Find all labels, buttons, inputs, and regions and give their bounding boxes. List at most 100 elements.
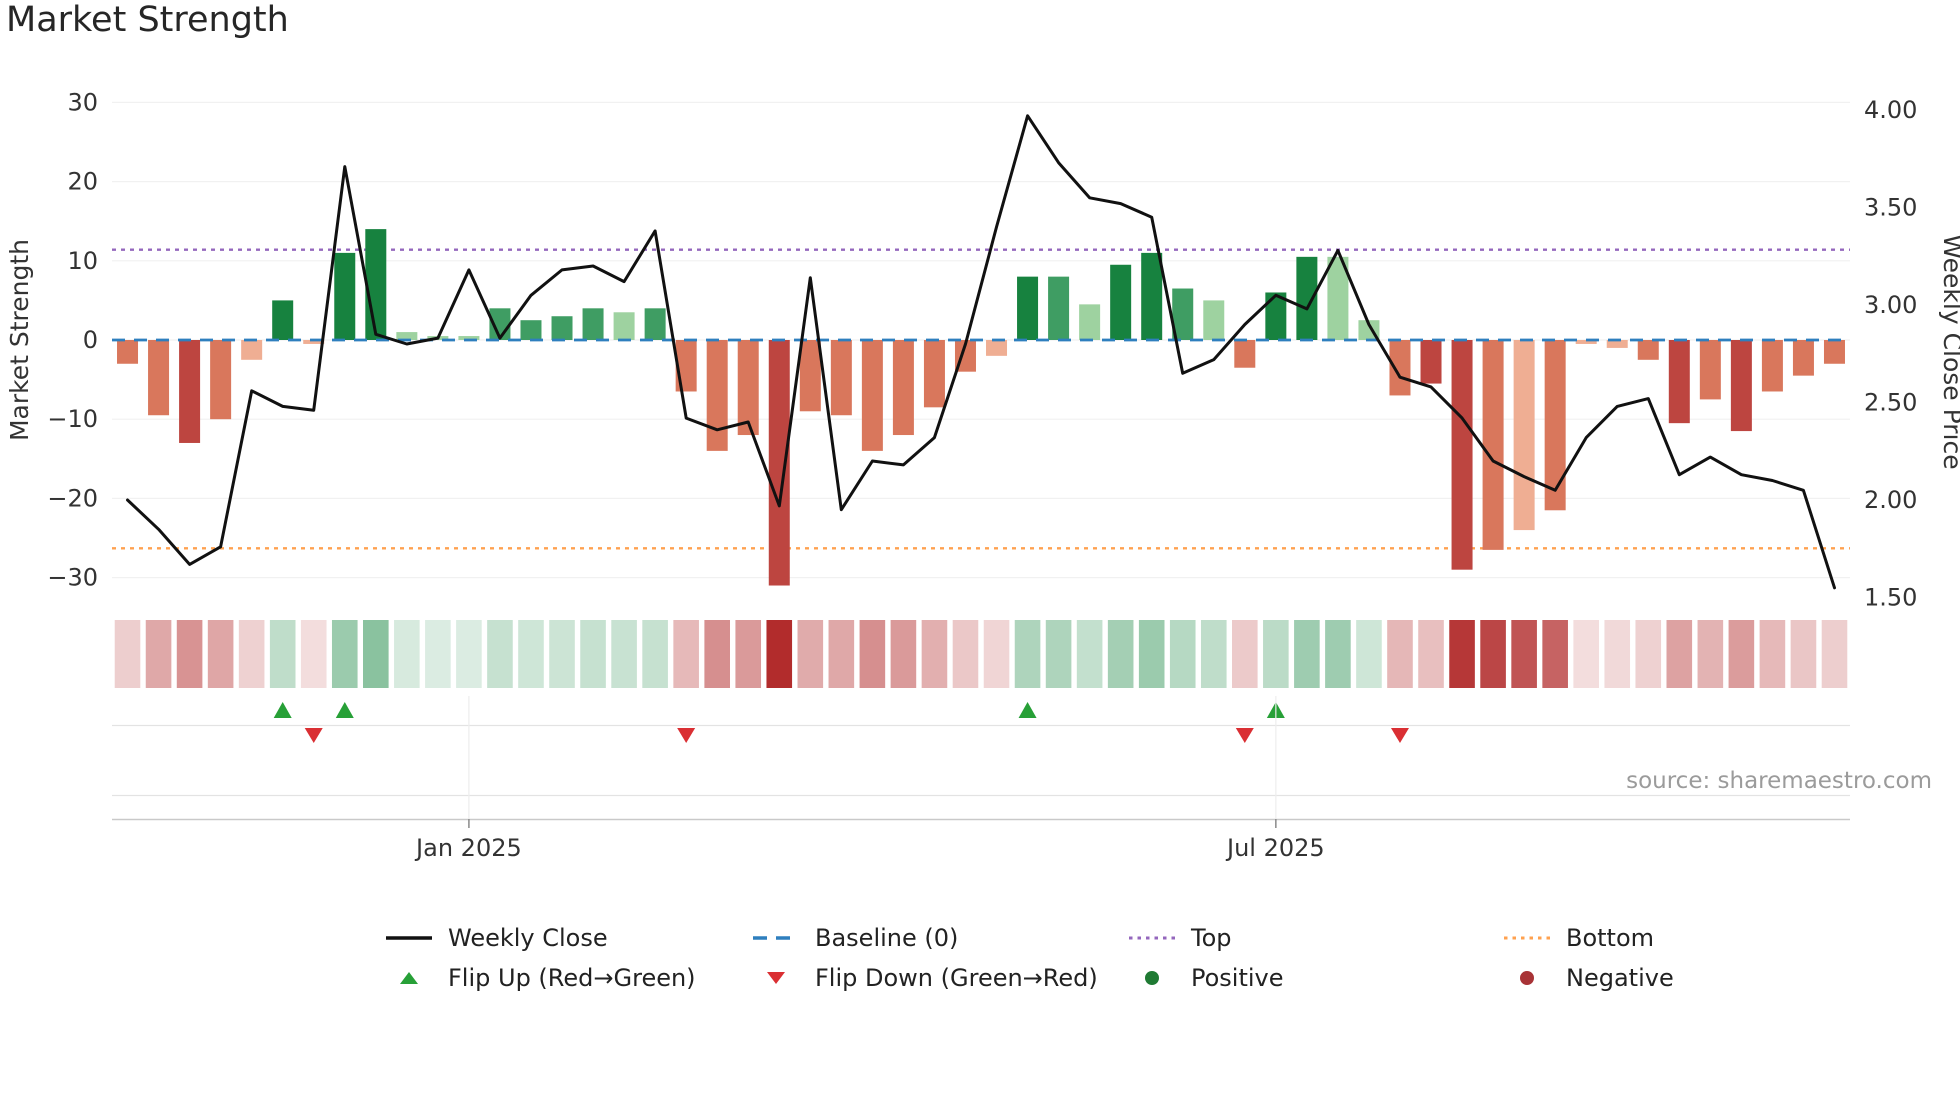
strength-bar	[1482, 340, 1504, 550]
strength-bar	[986, 340, 1008, 356]
strength-bar	[179, 340, 201, 443]
right-axis-tick: 3.50	[1864, 194, 1917, 222]
left-axis-tick: −30	[47, 564, 98, 592]
heatmap-cell	[1697, 620, 1724, 688]
left-axis-tick: 30	[67, 88, 98, 116]
strength-bar	[799, 340, 821, 412]
strength-bar	[272, 300, 294, 340]
legend-label-positive: Positive	[1191, 964, 1284, 992]
heatmap-cell	[1387, 620, 1413, 688]
strength-bar	[520, 320, 542, 340]
heatmap-cell	[1666, 620, 1693, 688]
flip-down-triangle-icon	[767, 972, 785, 984]
chart-canvas: Jan 2025 Jul 2025 30 20 10 0 −10 −20 −30 4.00 3.50…	[5, 88, 1960, 862]
heatmap-cell	[797, 620, 824, 688]
legend-item-bottom: Bottom	[1503, 922, 1654, 954]
flip-up-marker	[273, 702, 292, 718]
legend-label-flip-down: Flip Down (Green→Red)	[815, 964, 1098, 992]
heatmap-cell	[1045, 620, 1072, 688]
flip-down-marker	[677, 728, 696, 743]
heatmap-cell	[1573, 620, 1599, 688]
heatmap-cell	[921, 620, 948, 688]
strength-bar	[1141, 252, 1163, 340]
left-axis-tick: 20	[67, 168, 98, 196]
heatmap-cell	[1790, 620, 1817, 688]
strength-bar	[1668, 340, 1690, 424]
strength-bar	[1451, 340, 1473, 570]
strength-bar	[892, 340, 914, 436]
strength-bar	[1730, 340, 1752, 432]
flip-up-triangle-icon	[400, 972, 418, 984]
heatmap-cell	[114, 620, 141, 688]
heatmap-cell	[1107, 620, 1134, 688]
heatmap-cell	[1263, 620, 1289, 688]
heatmap-cell	[1511, 620, 1537, 688]
heatmap-cell	[983, 620, 1010, 688]
strength-bar	[241, 340, 263, 360]
legend-label-negative: Negative	[1566, 964, 1674, 992]
strength-bar	[1513, 340, 1535, 531]
heatmap-cell	[1076, 620, 1103, 688]
heatmap-cell	[704, 620, 730, 688]
strength-bar	[1079, 304, 1101, 340]
strength-bar	[706, 340, 728, 451]
heatmap-cell	[673, 620, 699, 688]
flip-down-marker	[1390, 728, 1409, 743]
legend-item-negative: Negative	[1503, 962, 1674, 994]
strength-bar	[1110, 264, 1132, 340]
right-axis-tick: 3.00	[1864, 291, 1917, 319]
left-axis-tick: −20	[47, 484, 98, 512]
heatmap-cell	[269, 620, 296, 688]
heatmap-cell	[642, 620, 668, 688]
strength-bar	[1420, 340, 1442, 384]
legend-item-baseline: Baseline (0)	[752, 922, 958, 954]
heatmap-cell	[1728, 620, 1755, 688]
heatmap-cell	[735, 620, 762, 688]
heatmap-cell	[1232, 620, 1258, 688]
legend-label-top: Top	[1191, 924, 1232, 952]
heatmap-cell	[1169, 620, 1196, 688]
right-axis-tick: 2.50	[1864, 389, 1917, 417]
strength-bar	[1575, 340, 1597, 344]
heatmap-cell	[1325, 620, 1351, 688]
heatmap-cell	[238, 620, 265, 688]
strength-bar	[613, 312, 635, 340]
heatmap-cell	[394, 620, 420, 688]
left-axis-tick: 10	[67, 247, 98, 275]
strength-bar	[1234, 340, 1256, 368]
legend-item-flip-up: Flip Up (Red→Green)	[385, 962, 696, 994]
strength-bar	[737, 340, 759, 436]
right-axis-title: Weekly Close Price	[1938, 234, 1960, 469]
weekly-close-line	[126, 114, 1836, 590]
heatmap-cell	[363, 620, 389, 688]
heatmap-cell	[1480, 620, 1506, 688]
strength-bar	[1203, 300, 1225, 340]
reference-lines-layer	[112, 248, 1850, 550]
heatmap-cell	[207, 620, 234, 688]
heatmap-cell	[766, 620, 793, 688]
chart-title: Market Strength	[6, 0, 289, 40]
strength-bar	[1699, 340, 1721, 400]
strength-bar	[1389, 340, 1411, 396]
heatmap-cell	[859, 620, 886, 688]
strength-bar	[1172, 288, 1194, 340]
strength-bar	[117, 340, 139, 364]
right-axis-tick: 2.00	[1864, 486, 1917, 514]
heatmap-cell	[1542, 620, 1568, 688]
left-axis-tick: 0	[83, 326, 98, 354]
x-tick-label: Jul 2025	[1225, 834, 1325, 862]
heatmap-cell	[1418, 620, 1444, 688]
strength-bar	[551, 316, 573, 340]
legend-item-top: Top	[1128, 922, 1232, 954]
heatmap-cell	[1294, 620, 1320, 688]
flip-up-marker	[335, 702, 354, 718]
strength-bar	[303, 340, 325, 344]
legend-label-weekly-close: Weekly Close	[448, 924, 608, 952]
heatmap-cell	[828, 620, 855, 688]
left-axis-tick: −10	[47, 405, 98, 433]
strength-bar	[148, 340, 170, 416]
bottom-dotted-swatch	[1504, 936, 1550, 940]
left-axis-title: Market Strength	[5, 239, 34, 441]
weekly-close-layer	[126, 114, 1836, 590]
heatmap-cell	[1759, 620, 1786, 688]
